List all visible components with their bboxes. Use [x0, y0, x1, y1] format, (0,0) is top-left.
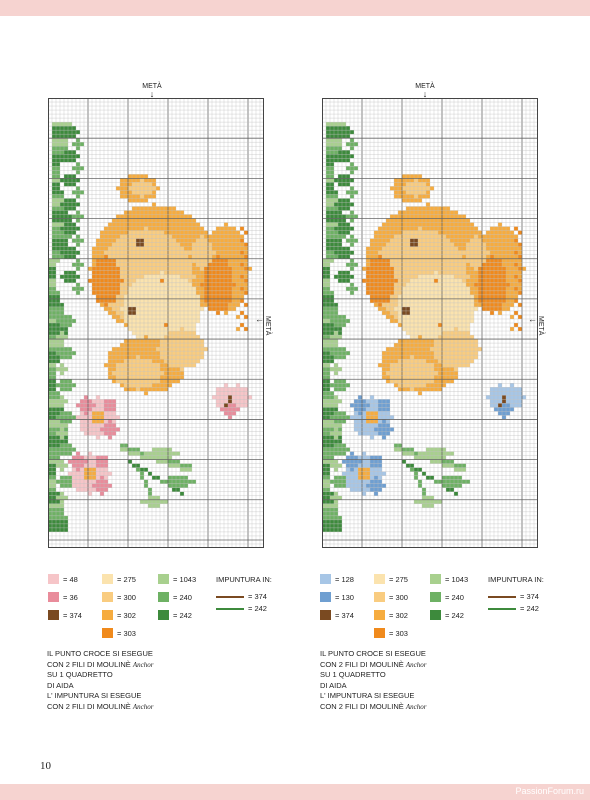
color-swatch	[158, 592, 169, 602]
instruction-line: CON 2 FILI DI MOULINÈ Anchor	[320, 701, 427, 711]
color-swatch	[320, 574, 331, 584]
stitch-grid	[322, 98, 538, 548]
swatch-label: = 303	[117, 629, 136, 638]
swatch-label: = 128	[335, 575, 354, 584]
backstitch-line	[488, 608, 516, 610]
swatch-label: = 240	[173, 593, 192, 602]
color-swatch	[430, 574, 441, 584]
page-number: 10	[40, 760, 51, 772]
instruction-line: IL PUNTO CROCE SI ESEGUE	[320, 649, 426, 658]
swatch-label: = 242	[173, 611, 192, 620]
cross-stitch-chart-pink	[48, 98, 264, 548]
color-swatch	[48, 574, 59, 584]
instruction-line: CON 2 FILI DI MOULINÈ Anchor	[47, 659, 154, 669]
cross-stitch-chart-blue	[322, 98, 538, 548]
swatch-label: = 48	[63, 575, 78, 584]
instruction-line: IL PUNTO CROCE SI ESEGUE	[47, 649, 153, 658]
watermark: PassionForum.ru	[515, 786, 584, 796]
swatch-label: = 242	[445, 611, 464, 620]
color-swatch	[430, 592, 441, 602]
half-marker-top-1: METÀ ↓	[137, 83, 167, 99]
backstitch-label: = 242	[248, 604, 267, 613]
instruction-line: CON 2 FILI DI MOULINÈ Anchor	[47, 701, 154, 711]
anchor-brand: Anchor	[405, 660, 427, 669]
anchor-brand: Anchor	[132, 702, 154, 711]
swatch-label: = 374	[335, 611, 354, 620]
backstitch-line	[216, 596, 244, 598]
instruction-line: L' IMPUNTURA SI ESEGUE	[320, 691, 415, 700]
color-swatch	[102, 628, 113, 638]
swatch-label: = 300	[389, 593, 408, 602]
instruction-line: SU 1 QUADRETTO	[320, 670, 386, 679]
color-swatch	[374, 592, 385, 602]
swatch-label: = 300	[117, 593, 136, 602]
thread-legend-pink: = 48 = 36 = 374 = 275 = 300 = 302 = 303 = 1043 =…	[48, 574, 308, 644]
half-marker-label: METÀ	[415, 83, 435, 90]
color-swatch	[158, 610, 169, 620]
instruction-line: DI AIDA	[47, 680, 74, 690]
arrow-down-icon: ↓	[422, 89, 428, 99]
instruction-line: L' IMPUNTURA SI ESEGUE	[47, 691, 142, 700]
stitch-grid	[48, 98, 264, 548]
backstitch-label: = 374	[520, 592, 539, 601]
swatch-label: = 1043	[445, 575, 469, 584]
swatch-label: = 275	[117, 575, 136, 584]
swatch-label: = 1043	[173, 575, 197, 584]
arrow-left-icon: ←	[528, 314, 537, 324]
instruction-line: CON 2 FILI DI MOULINÈ Anchor	[320, 659, 427, 669]
backstitch-label: = 374	[248, 592, 267, 601]
swatch-label: = 302	[389, 611, 408, 620]
instruction-line: SU 1 QUADRETTO	[47, 670, 113, 679]
swatch-label: = 374	[63, 611, 82, 620]
swatch-label: = 130	[335, 593, 354, 602]
arrow-down-icon: ↓	[149, 89, 155, 99]
color-swatch	[320, 610, 331, 620]
color-swatch	[48, 610, 59, 620]
half-marker-label: METÀ	[142, 83, 162, 90]
color-swatch	[158, 574, 169, 584]
color-swatch	[374, 574, 385, 584]
instructions-2: IL PUNTO CROCE SI ESEGUE CON 2 FILI DI M…	[320, 649, 426, 712]
swatch-label: = 275	[389, 575, 408, 584]
color-swatch	[320, 592, 331, 602]
color-swatch	[374, 628, 385, 638]
half-marker-label: METÀ	[264, 316, 271, 336]
color-swatch	[102, 574, 113, 584]
half-marker-label: METÀ	[537, 316, 544, 336]
backstitch-line	[488, 596, 516, 598]
anchor-brand: Anchor	[132, 660, 154, 669]
arrow-left-icon: ←	[255, 314, 264, 324]
instruction-line: DI AIDA	[320, 680, 347, 690]
color-swatch	[374, 610, 385, 620]
half-marker-top-2: METÀ ↓	[410, 83, 440, 99]
swatch-label: = 240	[445, 593, 464, 602]
color-swatch	[102, 592, 113, 602]
swatch-label: = 303	[389, 629, 408, 638]
anchor-brand: Anchor	[405, 702, 427, 711]
color-swatch	[102, 610, 113, 620]
swatch-label: = 302	[117, 611, 136, 620]
backstitch-line	[216, 608, 244, 610]
backstitch-title: IMPUNTURA IN:	[488, 575, 544, 584]
backstitch-title: IMPUNTURA IN:	[216, 575, 272, 584]
instructions-1: IL PUNTO CROCE SI ESEGUE CON 2 FILI DI M…	[47, 649, 153, 712]
backstitch-label: = 242	[520, 604, 539, 613]
swatch-label: = 36	[63, 593, 78, 602]
color-swatch	[430, 610, 441, 620]
thread-legend-blue: = 128 = 130 = 374 = 275 = 300 = 302 = 303 = 104…	[320, 574, 580, 644]
color-swatch	[48, 592, 59, 602]
